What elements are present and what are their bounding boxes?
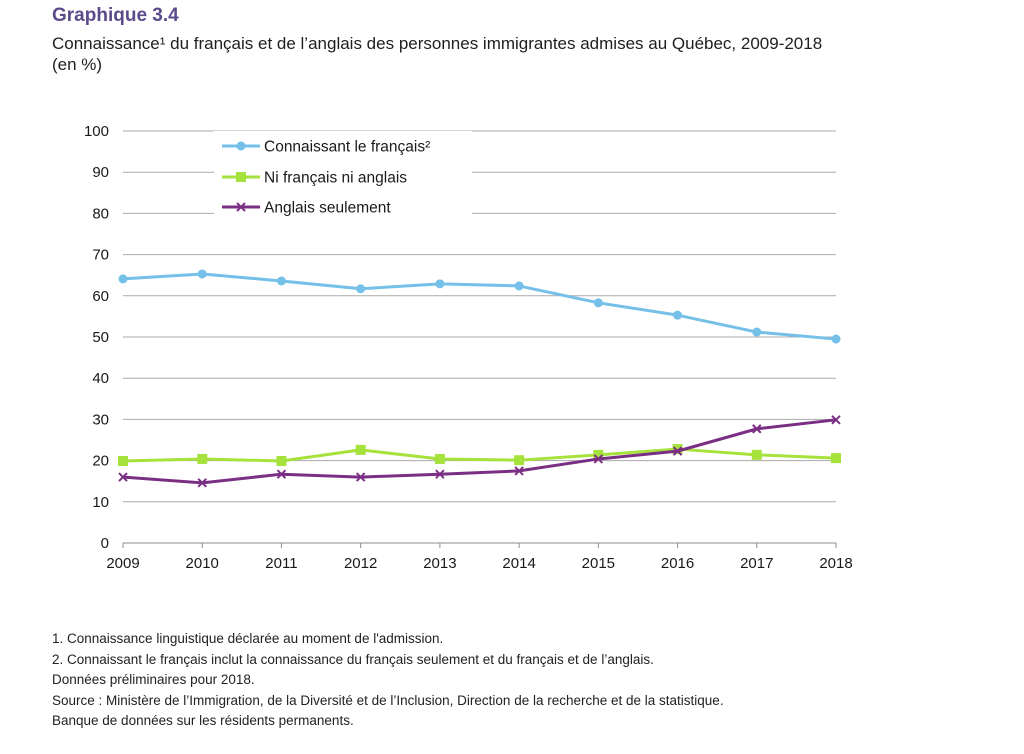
legend-marker: [236, 141, 246, 151]
legend-label: Connaissant le français²: [264, 139, 430, 156]
data-point-anglais-seulement: [118, 472, 128, 482]
data-point-francais: [673, 310, 683, 320]
series-anglais-seulement: [118, 415, 841, 488]
data-point-anglais-seulement: [831, 415, 841, 425]
data-point-ni-francais-ni-anglais: [593, 449, 604, 460]
data-point-anglais-seulement: [197, 478, 207, 488]
x-tick-label: 2013: [423, 555, 456, 572]
x-tick-label: 2009: [106, 555, 139, 572]
y-tick-label: 0: [101, 535, 109, 552]
series-ni-francais-ni-anglais: [118, 444, 841, 467]
legend-marker: [236, 202, 246, 212]
data-point-francais: [831, 334, 841, 344]
y-tick-label: 40: [92, 370, 109, 387]
series-line-ni-francais-ni-anglais: [122, 447, 837, 463]
data-point-ni-francais-ni-anglais: [751, 449, 762, 460]
y-tick-label: 20: [92, 453, 109, 470]
data-point-ni-francais-ni-anglais: [197, 453, 208, 464]
marker-stroke: [593, 454, 604, 464]
data-point-francais: [197, 269, 207, 279]
data-point-francais: [118, 274, 128, 284]
source-database: Banque de données sur les résidents perm…: [52, 713, 354, 728]
data-point-francais: [752, 327, 762, 337]
legend-marker: [236, 172, 246, 182]
legend-label: Ni français ni anglais: [264, 170, 407, 187]
legend-label: Anglais seulement: [264, 200, 391, 217]
data-point-anglais-seulement: [276, 469, 287, 479]
marker-stroke: [831, 415, 841, 425]
series-group: [118, 269, 841, 488]
x-tick-label: 2014: [502, 555, 535, 572]
series-line-anglais-seulement: [122, 418, 837, 485]
chart-title-line2: (en %): [52, 55, 103, 74]
marker-stroke: [752, 424, 762, 434]
series-francais: [118, 269, 841, 344]
y-tick-label: 60: [92, 288, 109, 305]
marker-stroke: [435, 469, 445, 479]
data-point-ni-francais-ni-anglais: [276, 456, 287, 467]
data-point-ni-francais-ni-anglais: [118, 456, 128, 467]
data-point-francais: [593, 298, 603, 308]
footnote-1: 1. Connaissance linguistique déclarée au…: [52, 631, 444, 646]
data-point-francais: [514, 281, 524, 291]
data-point-anglais-seulement: [355, 472, 366, 482]
legend: Connaissant le français² Ni français ni a…: [214, 131, 472, 221]
x-tick-label: 2018: [819, 555, 852, 572]
y-tick-label: 10: [92, 494, 109, 511]
y-tick-label: 80: [92, 205, 109, 222]
marker-stroke: [355, 472, 366, 482]
marker-stroke: [514, 466, 524, 476]
y-axis: 0 10 20 30 40 50 60 70 80 90 100: [84, 123, 109, 552]
x-tick-label: 2011: [265, 555, 297, 572]
footnotes: 1. Connaissance linguistique déclarée au…: [52, 629, 724, 732]
data-point-francais: [435, 279, 445, 289]
footnote-2: 2. Connaissant le français inclut la con…: [52, 651, 654, 667]
x-tick-label: 2012: [344, 555, 377, 572]
chart-title-line1: Connaissance¹ du français et de l’anglai…: [52, 34, 823, 53]
y-tick-label: 100: [84, 123, 109, 140]
y-tick-label: 70: [92, 247, 109, 264]
data-point-ni-francais-ni-anglais: [672, 444, 683, 455]
y-tick-label: 50: [92, 329, 109, 346]
marker-stroke: [197, 478, 207, 488]
note-preliminary: Données préliminaires pour 2018.: [52, 672, 255, 687]
legend-item-francais: Connaissant le français²: [222, 139, 430, 156]
figure-label: Graphique 3.4: [52, 5, 179, 26]
y-tick-label: 30: [92, 411, 109, 428]
y-tick-label: 90: [92, 164, 109, 181]
data-point-anglais-seulement: [514, 466, 524, 476]
marker-stroke: [672, 446, 683, 456]
x-tick-label: 2017: [740, 555, 773, 572]
data-point-francais: [356, 284, 366, 294]
x-axis: 2009 2010 2011 2012 2013 2014 2015 2016 2017 2018: [106, 543, 853, 572]
data-point-ni-francais-ni-anglais: [355, 444, 366, 455]
chart-title: Connaissance¹ du français et de l’anglai…: [52, 33, 982, 75]
data-point-anglais-seulement: [435, 469, 445, 479]
marker-stroke: [118, 472, 128, 482]
data-point-francais: [276, 276, 286, 286]
x-tick-label: 2010: [186, 555, 219, 572]
data-point-ni-francais-ni-anglais: [434, 453, 445, 464]
data-point-ni-francais-ni-anglais: [831, 453, 841, 464]
source-line: Source : Ministère de l’Immigration, de …: [52, 692, 724, 708]
legend-item-ni-francais-ni-anglais: Ni français ni anglais: [222, 170, 407, 187]
data-point-anglais-seulement: [593, 454, 604, 464]
marker-stroke: [236, 202, 246, 212]
data-point-ni-francais-ni-anglais: [514, 455, 525, 466]
gridlines: [123, 130, 836, 544]
legend-item-anglais-seulement: Anglais seulement: [222, 200, 391, 217]
x-tick-label: 2016: [661, 555, 694, 572]
x-tick-label: 2015: [582, 555, 615, 572]
data-point-anglais-seulement: [672, 446, 683, 456]
data-point-anglais-seulement: [752, 424, 762, 434]
marker-stroke: [276, 469, 287, 479]
series-line-francais: [122, 272, 837, 341]
